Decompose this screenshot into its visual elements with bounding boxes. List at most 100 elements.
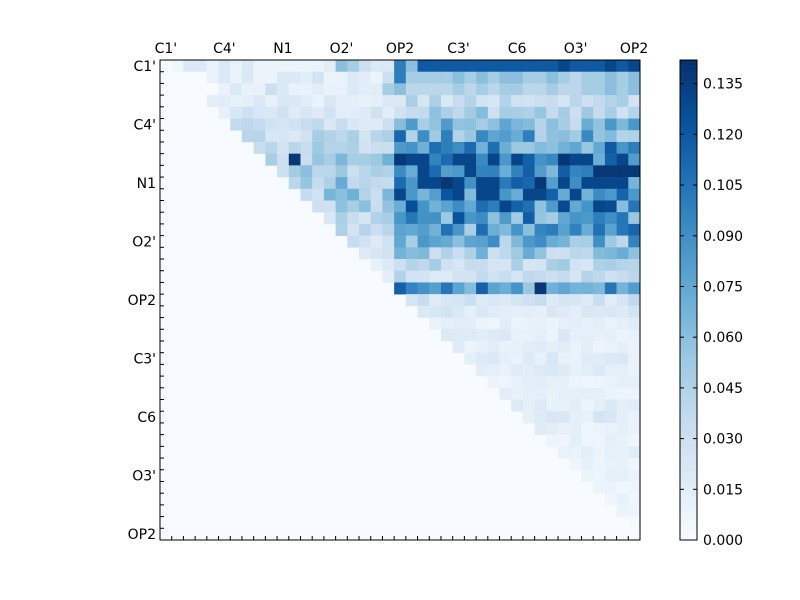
heatmap-cell (370, 165, 383, 178)
heatmap-cell (593, 200, 606, 213)
heatmap-cell (323, 141, 336, 154)
heatmap-cell (429, 153, 442, 166)
heatmap-cell (499, 153, 512, 166)
heatmap-cell (593, 481, 606, 494)
heatmap-cell (323, 106, 336, 119)
heatmap-cell (628, 188, 641, 201)
heatmap-cell (312, 153, 325, 166)
heatmap-cell (604, 422, 617, 435)
heatmap-cell (499, 200, 512, 213)
heatmap-cell (440, 282, 453, 295)
heatmap-cell (522, 352, 535, 365)
heatmap-cell (593, 282, 606, 295)
heatmap-cell (288, 83, 301, 96)
heatmap-cell (628, 376, 641, 389)
heatmap-cell (616, 411, 629, 424)
heatmap-cell (476, 329, 489, 342)
heatmap-cell (604, 352, 617, 365)
heatmap-cell (546, 387, 559, 400)
x-tick-label: N1 (273, 41, 292, 57)
heatmap-cell (546, 71, 559, 84)
heatmap-cell (405, 83, 418, 96)
heatmap-cell (616, 223, 629, 236)
heatmap-cell (476, 71, 489, 84)
heatmap-cell (347, 223, 360, 236)
heatmap-cell (382, 200, 395, 213)
y-tick-label: N1 (137, 176, 156, 192)
heatmap-cell (604, 270, 617, 283)
heatmap-cell (277, 130, 290, 143)
heatmap-cell (476, 212, 489, 225)
heatmap-cell (604, 329, 617, 342)
heatmap-cell (604, 165, 617, 178)
heatmap-cell (417, 259, 430, 272)
heatmap-cell (546, 305, 559, 318)
heatmap-cell (277, 153, 290, 166)
heatmap-cell (581, 153, 594, 166)
heatmap-cell (499, 247, 512, 260)
heatmap-cell (604, 317, 617, 330)
heatmap-cell (452, 329, 465, 342)
heatmap-cell (487, 270, 500, 283)
heatmap-cell (569, 294, 582, 307)
heatmap-cell (476, 305, 489, 318)
heatmap-cell (511, 340, 524, 353)
heatmap-cell (370, 153, 383, 166)
heatmap-cell (616, 294, 629, 307)
heatmap-cell (429, 165, 442, 178)
heatmap-cell (382, 60, 395, 73)
heatmap-cell (534, 294, 547, 307)
heatmap-cell (628, 481, 641, 494)
heatmap-cell (405, 223, 418, 236)
heatmap-cell (370, 223, 383, 236)
heatmap-cell (359, 235, 372, 248)
heatmap-cell (593, 118, 606, 131)
heatmap-cell (253, 141, 266, 154)
heatmap-cell (241, 130, 254, 143)
heatmap-cell (452, 294, 465, 307)
heatmap-cell (429, 177, 442, 190)
heatmap-cell (487, 71, 500, 84)
heatmap-cell (265, 95, 278, 108)
heatmap-cell (593, 434, 606, 447)
heatmap-cell (581, 95, 594, 108)
heatmap-cell (534, 71, 547, 84)
heatmap-cell (370, 177, 383, 190)
heatmap-cell (394, 282, 407, 295)
heatmap-cell (581, 387, 594, 400)
heatmap-cell (522, 399, 535, 412)
heatmap-cell (534, 364, 547, 377)
colorbar-tick-label: 0.105 (703, 178, 743, 194)
heatmap-cell (370, 71, 383, 84)
heatmap-cell (487, 259, 500, 272)
heatmap-cell (464, 317, 477, 330)
heatmap-cell (558, 212, 571, 225)
heatmap-cell (628, 200, 641, 213)
heatmap-cell (593, 60, 606, 73)
heatmap-cell (522, 259, 535, 272)
heatmap-cell (464, 340, 477, 353)
heatmap-cell (558, 259, 571, 272)
heatmap-cell (534, 130, 547, 143)
heatmap-cell (323, 212, 336, 225)
heatmap-cell (522, 294, 535, 307)
heatmap-cell (487, 177, 500, 190)
heatmap-cell (487, 282, 500, 295)
heatmap-cell (476, 223, 489, 236)
heatmap-cell (628, 411, 641, 424)
heatmap-cell (546, 200, 559, 213)
heatmap-cell (546, 317, 559, 330)
heatmap-cell (534, 305, 547, 318)
heatmap-cell (546, 177, 559, 190)
heatmap-cell (230, 83, 243, 96)
heatmap-cell (464, 130, 477, 143)
heatmap-cell (417, 200, 430, 213)
heatmap-cell (382, 83, 395, 96)
colorbar-tick-label: 0.060 (703, 330, 743, 346)
heatmap-cell (569, 364, 582, 377)
heatmap-cell (429, 212, 442, 225)
heatmap-cell (312, 200, 325, 213)
heatmap-cell (499, 60, 512, 73)
heatmap-cell (593, 106, 606, 119)
heatmap-cell (593, 469, 606, 482)
